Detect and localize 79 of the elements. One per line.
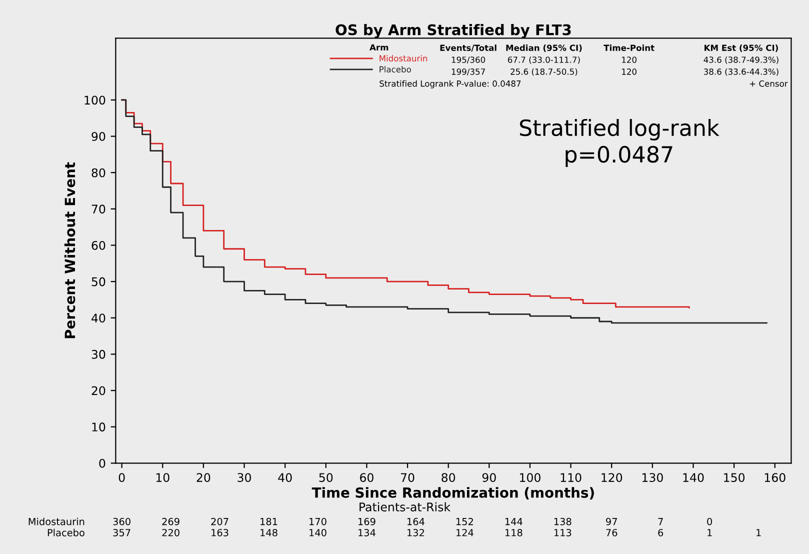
annotation: Stratified log-rank p=0.0487 xyxy=(520,118,720,168)
annotation: 67.7 (33.0-111.7) xyxy=(508,56,580,64)
x-axis-title: Time Since Randomization (months) xyxy=(312,487,594,500)
annotation: Stratified Logrank P-value: 0.0487 xyxy=(380,80,521,88)
chart-title: OS by Arm Stratified by FLT3 xyxy=(336,24,571,38)
annotation: 38.6 (33.6-44.3%) xyxy=(704,68,778,76)
x-tick-label: 150 xyxy=(724,473,745,482)
y-tick-label: 30 xyxy=(92,350,106,359)
text: 0 xyxy=(707,518,712,526)
annotation: 43.6 (38.7-49.3%) xyxy=(704,56,778,64)
text: 169 xyxy=(358,518,376,526)
x-tick-label: 110 xyxy=(560,473,582,482)
y-tick-label: 60 xyxy=(92,240,106,250)
annotation: + Censor xyxy=(750,80,788,87)
text: 118 xyxy=(505,528,522,536)
annotation: 199/357 xyxy=(452,68,485,76)
text: 170 xyxy=(310,518,326,526)
annotation: KM Est (95% CI) xyxy=(704,44,778,52)
x-tick-label: 80 xyxy=(442,473,456,482)
x-tick-label: 50 xyxy=(319,473,333,482)
y-tick-label: 100 xyxy=(84,96,106,105)
text: 138 xyxy=(554,518,572,526)
x-tick-label: 30 xyxy=(238,473,251,482)
text: 152 xyxy=(456,518,473,526)
text: Midostaurin xyxy=(28,518,84,526)
x-tick-label: 40 xyxy=(278,473,292,482)
text: 134 xyxy=(358,528,376,536)
y-tick-label: 0 xyxy=(99,458,106,468)
annotation: 25.6 (18.7-50.5) xyxy=(510,68,578,76)
legend-title: Arm xyxy=(370,44,388,50)
y-tick-label: 50 xyxy=(92,277,106,286)
x-tick-label: 130 xyxy=(642,473,663,482)
text: 360 xyxy=(113,518,130,526)
y-tick-label: 70 xyxy=(92,204,106,214)
text: 269 xyxy=(162,518,180,526)
text: 97 xyxy=(606,518,617,526)
annotation: 195/360 xyxy=(452,56,486,64)
x-tick-label: 70 xyxy=(400,473,414,482)
y-tick-label: 40 xyxy=(92,314,106,323)
text: 148 xyxy=(260,528,278,536)
legend-label: Placebo xyxy=(380,66,411,72)
text: 6 xyxy=(658,528,664,536)
x-tick-label: 20 xyxy=(196,473,210,482)
text: 1 xyxy=(708,529,712,536)
text: 144 xyxy=(505,518,522,526)
annotation: Time-Point xyxy=(604,44,654,51)
x-tick-label: 0 xyxy=(118,473,125,482)
y-tick-label: 80 xyxy=(92,168,106,178)
legend-label: Midostaurin xyxy=(380,55,428,62)
y-tick-label: 20 xyxy=(92,386,106,396)
annotation: 120 xyxy=(622,56,636,63)
text: Patients-at-Risk xyxy=(360,502,451,512)
text: 220 xyxy=(162,528,180,536)
text: 76 xyxy=(606,528,618,536)
annotation: Events/Total xyxy=(440,44,496,52)
text: 132 xyxy=(407,528,424,536)
text: 164 xyxy=(407,518,424,526)
text: 7 xyxy=(658,518,663,526)
annotation: 120 xyxy=(622,68,636,75)
x-tick-label: 60 xyxy=(360,473,374,482)
text: 207 xyxy=(211,518,228,526)
x-tick-label: 140 xyxy=(683,473,704,482)
text: 357 xyxy=(113,528,130,536)
x-tick-label: 10 xyxy=(156,473,170,482)
text: 124 xyxy=(456,528,474,536)
x-tick-label: 90 xyxy=(482,473,496,482)
x-tick-label: 160 xyxy=(764,473,786,482)
annotation: Median (95% CI) xyxy=(506,44,582,52)
x-tick-label: 120 xyxy=(602,473,622,482)
text: 113 xyxy=(554,528,572,536)
text: Placebo xyxy=(48,528,84,536)
y-tick-label: 90 xyxy=(92,132,106,141)
y-tick-label: 10 xyxy=(92,422,106,432)
text: 163 xyxy=(212,528,228,536)
y-axis-title: Percent Without Event xyxy=(64,162,76,338)
text: 1 xyxy=(756,529,761,536)
x-tick-label: 100 xyxy=(520,473,540,482)
text: 140 xyxy=(310,528,326,536)
text: 181 xyxy=(260,518,278,526)
